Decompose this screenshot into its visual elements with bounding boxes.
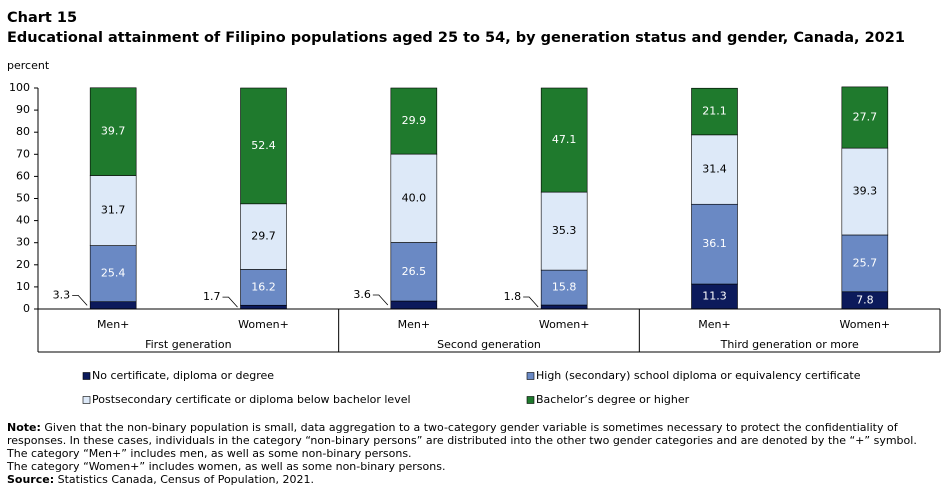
legend-label: High (secondary) school diploma or equiv… xyxy=(536,369,861,382)
group-label: Second generation xyxy=(437,338,541,351)
y-tick-label: 90 xyxy=(16,103,30,116)
value-label: 25.4 xyxy=(101,267,126,280)
x-tick-label: Women+ xyxy=(840,318,891,331)
legend-label: Bachelor’s degree or higher xyxy=(536,393,690,406)
source-label: Source: xyxy=(7,473,55,486)
value-label: 36.1 xyxy=(702,237,727,250)
y-tick-label: 50 xyxy=(16,192,30,205)
y-tick-label: 10 xyxy=(16,280,30,293)
chart-subtitle: Educational attainment of Filipino popul… xyxy=(7,30,905,46)
bar-segment xyxy=(240,304,287,310)
group-label: Third generation or more xyxy=(720,338,859,351)
leader-line xyxy=(523,296,539,308)
leader-line xyxy=(372,294,389,306)
value-label: 31.4 xyxy=(702,163,727,176)
value-label: 40.0 xyxy=(402,191,427,204)
note-text: Given that the non-binary population is … xyxy=(7,421,917,447)
bar-segment xyxy=(240,269,287,306)
legend-swatch xyxy=(526,396,535,404)
bar-segment xyxy=(841,147,889,236)
y-axis-label: percent xyxy=(7,59,50,72)
group-label: First generation xyxy=(145,338,231,351)
legend-label: Postsecondary certificate or diploma bel… xyxy=(92,393,411,406)
value-label: 29.7 xyxy=(251,230,276,243)
legend-swatch xyxy=(526,372,535,380)
value-label: 15.8 xyxy=(552,281,577,294)
bar-segment xyxy=(540,269,588,306)
notes: Note: Given that the non-binary populati… xyxy=(7,421,942,486)
value-label: 3.3 xyxy=(53,288,71,301)
bar-segment xyxy=(240,203,287,270)
bar-segment xyxy=(89,245,137,303)
legend-label: No certificate, diploma or degree xyxy=(92,369,274,382)
bar-segment xyxy=(89,175,137,246)
note: Note: Given that the non-binary populati… xyxy=(7,421,942,447)
y-tick-label: 80 xyxy=(16,125,30,138)
leader-line xyxy=(222,296,238,308)
y-tick-label: 100 xyxy=(9,81,30,94)
bar-segment xyxy=(240,87,287,205)
value-label: 7.8 xyxy=(856,293,874,306)
bar-segment xyxy=(691,134,738,205)
value-label: 21.1 xyxy=(702,105,727,118)
bar-segment xyxy=(390,153,438,243)
note-line: The category “Women+” includes women, as… xyxy=(7,460,446,473)
y-tick-label: 30 xyxy=(16,236,30,249)
value-label: 31.7 xyxy=(101,204,126,217)
bar-segment xyxy=(390,87,438,155)
bar-segment xyxy=(390,300,438,310)
value-label: 16.2 xyxy=(251,280,276,293)
chart: Chart 15 Educational attainment of Filip… xyxy=(7,10,941,406)
source-text: Statistics Canada, Census of Population,… xyxy=(57,473,314,486)
value-label: 35.3 xyxy=(552,224,577,237)
bar-segment xyxy=(691,283,738,310)
y-tick-label: 0 xyxy=(23,302,30,315)
value-label: 27.7 xyxy=(853,111,878,124)
y-tick-label: 40 xyxy=(16,214,30,227)
bar-segment xyxy=(841,234,889,293)
y-tick-label: 20 xyxy=(16,258,30,271)
bar-segment xyxy=(841,86,889,149)
value-label: 1.8 xyxy=(504,290,522,303)
value-label: 26.5 xyxy=(402,265,427,278)
x-tick-label: Men+ xyxy=(698,318,730,331)
bar-segment xyxy=(540,191,588,271)
x-tick-label: Women+ xyxy=(539,318,590,331)
bar-segment xyxy=(691,87,738,136)
source: Source: Statistics Canada, Census of Pop… xyxy=(7,473,942,486)
value-label: 3.6 xyxy=(353,288,371,301)
bar-segment xyxy=(540,87,588,193)
bar-segment xyxy=(89,301,137,310)
value-label: 47.1 xyxy=(552,133,577,146)
bar-segment xyxy=(540,304,588,310)
y-tick-label: 60 xyxy=(16,169,30,182)
value-label: 1.7 xyxy=(203,290,221,303)
value-label: 29.9 xyxy=(402,114,427,127)
value-label: 52.4 xyxy=(251,139,276,152)
x-tick-label: Men+ xyxy=(398,318,430,331)
value-label: 25.7 xyxy=(853,256,878,269)
y-tick-label: 70 xyxy=(16,147,30,160)
note-label: Note: xyxy=(7,421,41,434)
x-tick-label: Women+ xyxy=(238,318,289,331)
x-tick-label: Men+ xyxy=(97,318,129,331)
value-label: 39.3 xyxy=(853,185,878,198)
leader-line xyxy=(72,294,88,306)
value-label: 39.7 xyxy=(101,125,126,138)
chart-title: Chart 15 xyxy=(7,10,77,26)
note-line: The category “Men+” includes men, as wel… xyxy=(7,447,412,460)
legend-swatch xyxy=(82,372,91,380)
bar-segment xyxy=(89,87,137,176)
value-label: 11.3 xyxy=(702,290,727,303)
legend-swatch xyxy=(82,396,91,404)
